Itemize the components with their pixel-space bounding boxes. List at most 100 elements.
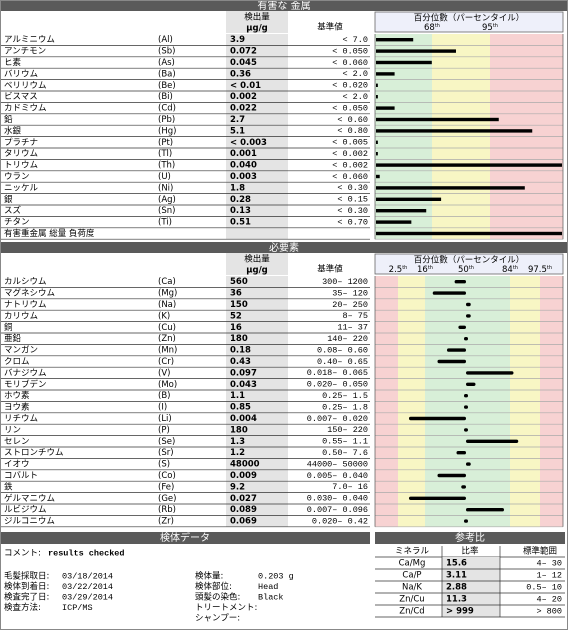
specimen-value: ICP/MS (62, 603, 93, 613)
element-symbol: (U) (158, 172, 171, 182)
element-symbol: (Be) (158, 81, 176, 91)
element-reference: < 0.30 (337, 206, 368, 216)
element-value: 0.43 (230, 357, 251, 367)
ratio-name: Na/K (402, 583, 422, 593)
element-value: 0.040 (230, 161, 257, 171)
element-name: バナジウム (4, 368, 47, 378)
element-symbol: (Ti) (158, 218, 172, 228)
element-name: 鉛 (4, 114, 13, 125)
element-symbol: (Ge) (158, 494, 176, 504)
mark-suffix: th (513, 265, 518, 271)
element-value: 0.85 (230, 403, 251, 413)
element-symbol: (Hg) (158, 126, 176, 136)
mark-suffix: th (435, 23, 440, 29)
amount-label: 検出量 (244, 12, 270, 23)
element-reference: 11– 37 (337, 323, 368, 333)
specimen-label: 検査方法: (4, 602, 41, 613)
element-reference: 0.005– 0.040 (307, 471, 368, 481)
element-symbol: (Ag) (158, 195, 176, 205)
percentile-bar (466, 508, 504, 512)
specimen-value: Black (258, 592, 284, 602)
element-symbol: (Ca) (158, 277, 176, 287)
specimen-label: シャンプー: (195, 614, 240, 624)
section-title: 必要素 (269, 241, 299, 254)
specimen-value: 03/29/2014 (62, 592, 113, 602)
element-reference: < 0.60 (337, 115, 368, 125)
percentile-bar (432, 291, 466, 295)
element-reference: < 0.050 (332, 46, 368, 56)
element-name: タリウム (4, 149, 38, 159)
specimen-label: 毛髪採取日: (4, 571, 49, 582)
percentile-bar (376, 197, 442, 201)
ratio-range: 4– 20 (536, 594, 562, 604)
percentile-bar (376, 60, 432, 65)
element-name: カリウム (4, 311, 38, 321)
element-value: 0.28 (230, 195, 251, 205)
element-name: ウラン (4, 172, 30, 182)
specimen-value: 03/22/2014 (62, 582, 113, 592)
percentile-bar (437, 473, 466, 478)
specimen-label: 検体到着日: (4, 581, 49, 592)
ratio-value: 11.3 (446, 595, 467, 605)
specimen-label: 頭髪の染色: (195, 592, 240, 603)
element-name: リン (4, 425, 21, 435)
element-value: 48000 (230, 460, 260, 470)
percentile-bar (461, 485, 466, 489)
percentile-bar (376, 220, 412, 224)
element-value: 0.097 (230, 368, 257, 378)
element-name: 銀 (4, 194, 13, 205)
element-value: 0.51 (230, 218, 251, 228)
percentile-bar (376, 49, 456, 53)
element-value: 180 (230, 425, 248, 435)
element-value: < 0.003 (230, 138, 267, 148)
element-symbol: (Pt) (158, 138, 173, 148)
ratio-header (375, 532, 565, 544)
element-reference: < 0.15 (337, 195, 368, 205)
ratio-name: Zn/Cd (399, 607, 424, 617)
element-reference: 0.55– 1.1 (322, 437, 368, 447)
element-reference: 0.50– 7.6 (322, 448, 368, 458)
element-name: セレン (4, 437, 30, 447)
mark-number: 97.5 (528, 265, 547, 275)
element-name: マンガン (4, 345, 38, 356)
percentile-bar (376, 209, 427, 213)
element-reference: 0.020– 0.050 (307, 380, 368, 390)
percentile-bar (456, 451, 466, 455)
specimen-label: 検査完了日: (4, 592, 49, 603)
mark-suffix: th (547, 265, 552, 271)
ratio-range: > 800 (536, 606, 562, 616)
section-header (0, 242, 568, 253)
element-name: 鉄 (4, 481, 13, 492)
element-name: スズ (4, 205, 22, 216)
ratio-value: > 999 (446, 607, 474, 617)
mark-suffix: th (428, 265, 433, 271)
element-reference: < 0.020 (332, 81, 368, 91)
element-name: ホウ素 (4, 390, 30, 401)
amount-head (226, 11, 288, 33)
comment-label: コメント: (4, 549, 41, 559)
element-symbol: (Sb) (158, 47, 175, 57)
element-reference: < 0.060 (332, 58, 368, 68)
element-name: 亜鉛 (4, 333, 22, 344)
element-value: 1.2 (230, 448, 245, 458)
section-title: 有害な 金属 (257, 0, 310, 12)
element-value: 1.8 (230, 183, 245, 193)
percentile-head (374, 11, 564, 33)
percentile-bar (466, 462, 471, 466)
specimen-title: 検体データ (160, 531, 210, 544)
element-value: 0.043 (230, 380, 257, 390)
element-name: ジルコニウム (4, 517, 55, 527)
specimen-label: 検体量: (195, 571, 223, 582)
reference-label: 基準値 (317, 264, 343, 275)
percentile-bar (376, 152, 378, 156)
percentile-mark: 50th (458, 265, 474, 275)
element-value: 0.027 (230, 494, 257, 504)
unit-label: µg/g (246, 266, 268, 276)
percentile-bar (464, 428, 468, 432)
element-reference: 140– 220 (327, 334, 368, 344)
element-reference: 8– 75 (342, 311, 368, 321)
element-value: 1.1 (230, 391, 245, 401)
element-reference: 7.0– 16 (332, 482, 368, 492)
element-value: 52 (230, 311, 242, 321)
element-name: カルシウム (4, 277, 47, 287)
